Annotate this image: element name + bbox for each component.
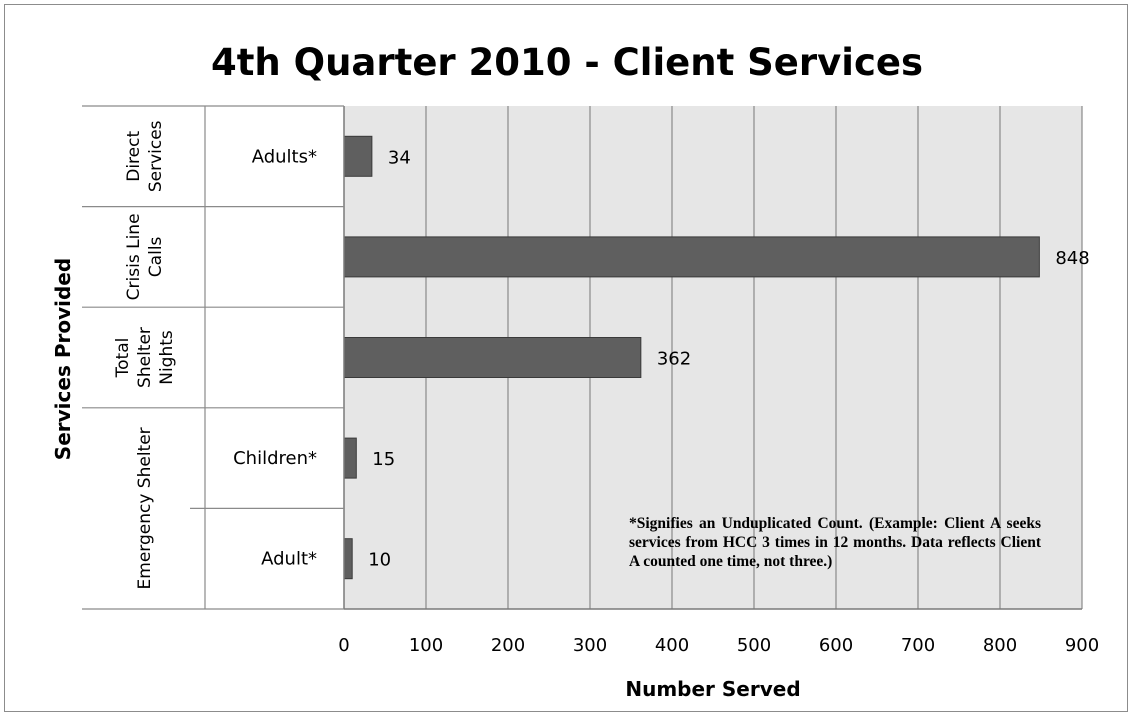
- y-axis-title: Services Provided: [51, 258, 75, 460]
- x-tick-300: 300: [573, 635, 607, 656]
- category-label-3: Children*: [233, 448, 317, 469]
- bar-4: [343, 538, 353, 580]
- bar-0: [343, 135, 373, 177]
- axes: [343, 106, 1082, 610]
- chart-title: 4th Quarter 2010 - Client Services: [211, 41, 923, 84]
- category-label-0: Adults*: [252, 146, 317, 167]
- category-label-4: Adult*: [261, 549, 317, 570]
- x-tick-labels: 0 100 200 300 400 500 600 700 800 900: [338, 635, 1099, 656]
- x-tick-800: 800: [983, 635, 1017, 656]
- x-tick-0: 0: [338, 635, 349, 656]
- x-tick-900: 900: [1065, 635, 1099, 656]
- group-label-0: Direct Services: [124, 120, 166, 192]
- footnote-annotation: *Signifies an Unduplicated Count. (Examp…: [629, 515, 1041, 570]
- group-label-1: Crisis Line Calls: [124, 213, 166, 300]
- category-labels: Adults* Children* Adult*: [233, 146, 317, 569]
- x-tick-100: 100: [409, 635, 443, 656]
- data-label-3: 15: [372, 449, 395, 470]
- group-label-2: Total Shelter Nights: [113, 327, 177, 388]
- data-label-0: 34: [388, 147, 411, 168]
- group-labels: Direct Services Crisis Line Calls Total Shelt…: [82, 105, 344, 610]
- x-tick-700: 700: [901, 635, 935, 656]
- bar-2: [343, 337, 642, 378]
- chart-frame: 4th Quarter 2010 - Client Services 34 848…: [4, 4, 1128, 712]
- x-tick-600: 600: [819, 635, 853, 656]
- bar-3: [343, 437, 357, 479]
- bar-chart: 4th Quarter 2010 - Client Services 34 848…: [51, 41, 1099, 701]
- data-label-1: 848: [1055, 248, 1089, 269]
- bars: [343, 135, 1040, 580]
- data-label-2: 362: [657, 349, 691, 370]
- x-axis-title: Number Served: [625, 677, 800, 701]
- bar-1: [343, 236, 1040, 278]
- data-labels: 34 848 362 15 10: [368, 147, 1090, 570]
- x-tick-200: 200: [491, 635, 525, 656]
- x-tick-500: 500: [737, 635, 771, 656]
- group-label-3: Emergency Shelter: [135, 427, 155, 589]
- x-tick-400: 400: [655, 635, 689, 656]
- data-label-4: 10: [368, 550, 391, 571]
